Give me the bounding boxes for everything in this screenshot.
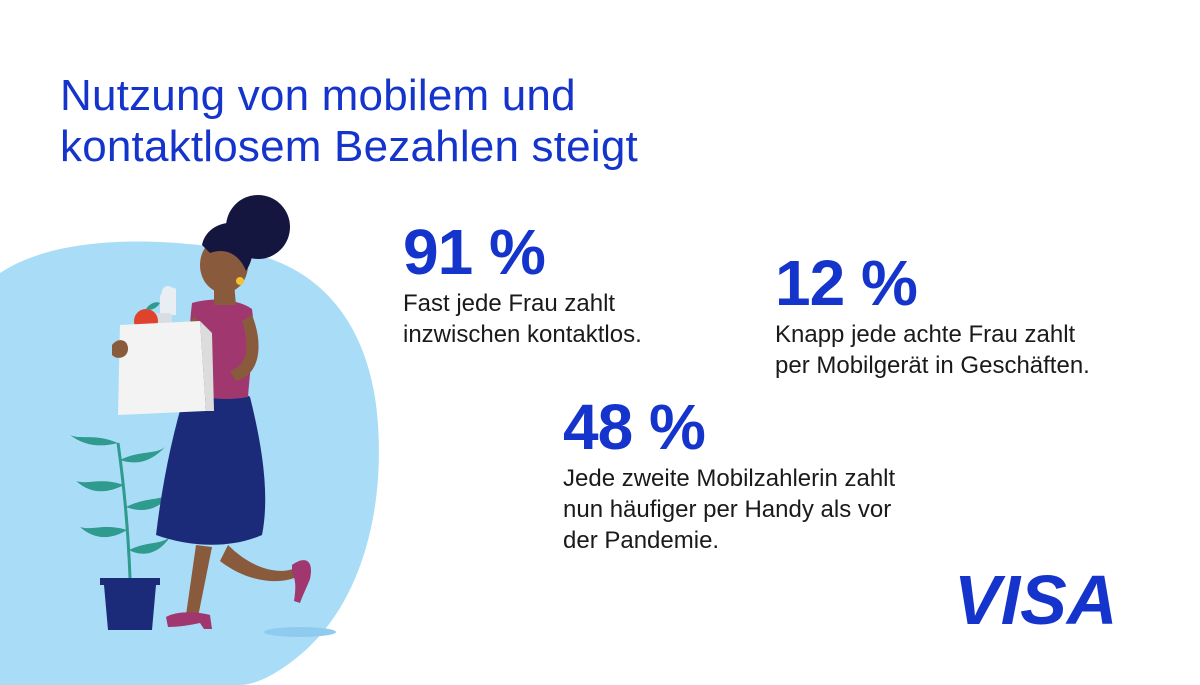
stat-block-91: 91 % Fast jede Frau zahlt inzwischen kon… bbox=[403, 216, 642, 350]
stat-description-line: der Pandemie. bbox=[563, 527, 720, 554]
stat-description: Jede zweite Mobilzahlerin zahlt nun häuf… bbox=[563, 463, 895, 556]
stat-description-line: Fast jede Frau zahlt bbox=[403, 290, 616, 317]
floor-shadow bbox=[264, 627, 336, 637]
stat-description-line: inzwischen kontaktlos. bbox=[403, 321, 642, 348]
title-line-1: Nutzung von mobilem und bbox=[60, 71, 576, 120]
visa-logo: VISA bbox=[954, 562, 1117, 632]
page-title: Nutzung von mobilem und kontaktlosem Bez… bbox=[60, 70, 638, 172]
stat-description: Knapp jede achte Frau zahlt per Mobilger… bbox=[775, 319, 1090, 381]
woman-shopping-illustration bbox=[0, 195, 379, 685]
stat-value: 48 % bbox=[563, 391, 706, 463]
stat-description-line: per Mobilgerät in Geschäften. bbox=[775, 352, 1090, 379]
stat-description-line: Knapp jede achte Frau zahlt bbox=[775, 321, 1076, 348]
potted-plant bbox=[70, 435, 172, 630]
stat-block-12: 12 % Knapp jede achte Frau zahlt per Mob… bbox=[775, 247, 1090, 381]
title-line-2: kontaktlosem Bezahlen steigt bbox=[60, 122, 638, 171]
stat-description-line: nun häufiger per Handy als vor bbox=[563, 496, 892, 523]
stat-value: 91 % bbox=[403, 216, 546, 288]
visa-logo-text: VISA bbox=[954, 562, 1117, 632]
skirt bbox=[156, 388, 266, 545]
stat-description-line: Jede zweite Mobilzahlerin zahlt bbox=[563, 465, 896, 492]
stat-description: Fast jede Frau zahlt inzwischen kontaktl… bbox=[403, 288, 642, 350]
stat-value: 12 % bbox=[775, 247, 918, 319]
shopping-bag bbox=[112, 286, 214, 415]
stat-block-48: 48 % Jede zweite Mobilzahlerin zahlt nun… bbox=[563, 391, 895, 556]
